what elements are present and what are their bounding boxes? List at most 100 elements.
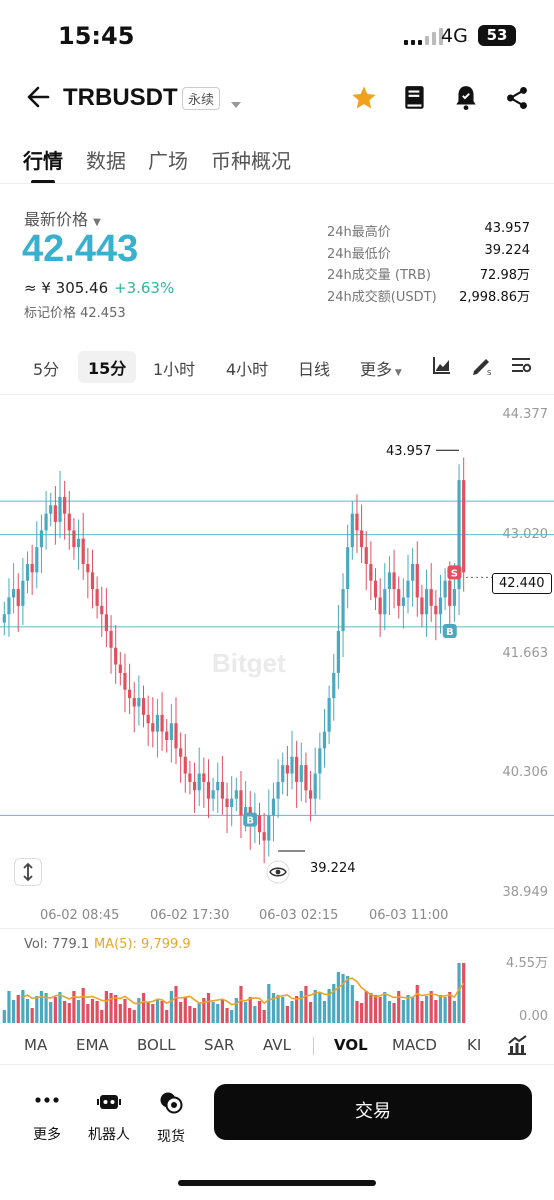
indicator-avl[interactable]: AVL [263, 1036, 291, 1054]
book-icon[interactable] [402, 84, 430, 112]
trade-button[interactable]: 交易 [214, 1084, 532, 1140]
volume-label: Vol: 779.1 [24, 937, 90, 952]
volume-bar [401, 1000, 405, 1023]
interval-15m[interactable]: 15分 [78, 351, 137, 383]
volume-bar [434, 1000, 438, 1023]
interval-5m[interactable]: 5分 [33, 360, 60, 379]
indicator-boll[interactable]: BOLL [137, 1036, 176, 1054]
marker-label: B [446, 627, 454, 638]
candle [295, 756, 299, 782]
volume-bar [424, 996, 429, 1023]
candle [220, 781, 224, 799]
tab-market[interactable]: 行情 [23, 149, 63, 173]
symbol-title[interactable]: TRBUSDT [63, 84, 178, 111]
volume-bar [95, 1001, 99, 1023]
candle [25, 563, 30, 581]
volume-bar [346, 976, 350, 1023]
tabs-divider [0, 183, 554, 184]
draw-tool-icon[interactable]: S [471, 354, 493, 380]
candle [118, 664, 122, 673]
volume-bar [81, 988, 85, 1023]
candle [132, 698, 136, 707]
tab-data[interactable]: 数据 [86, 149, 126, 173]
interval-1d[interactable]: 日线 [298, 360, 331, 379]
volume-tick: 0.00 [519, 1009, 548, 1024]
chevron-down-icon[interactable] [230, 94, 242, 113]
volume-bar [360, 1003, 364, 1023]
interval-more[interactable]: 更多 ▼ [360, 360, 402, 379]
star-icon[interactable] [350, 84, 378, 112]
indicator-vol[interactable]: VOL [334, 1036, 368, 1054]
candlestick-chart[interactable]: B B S [0, 395, 554, 900]
volume-bar [336, 972, 340, 1023]
interval-1h[interactable]: 1小时 [153, 360, 196, 379]
candle [234, 790, 238, 799]
candle [128, 689, 132, 699]
candle [30, 563, 34, 573]
share-icon[interactable] [504, 84, 532, 112]
more-button[interactable]: 更多 [20, 1090, 74, 1144]
candle [230, 798, 234, 808]
volume-bar [137, 998, 141, 1023]
change-percent: +3.63% [114, 279, 175, 297]
tab-coin-overview[interactable]: 币种概况 [211, 149, 291, 173]
volume-bar [392, 1003, 396, 1023]
volume-bar [220, 999, 224, 1023]
volume-bar [276, 995, 280, 1023]
candle [137, 698, 141, 707]
candle [206, 781, 211, 799]
back-arrow-icon[interactable] [24, 84, 50, 114]
candle [90, 572, 95, 590]
tab-square[interactable]: 广场 [148, 149, 188, 173]
candle [281, 765, 285, 782]
buy-marker [243, 812, 258, 827]
candle [95, 589, 99, 606]
candle [397, 589, 401, 606]
bell-alert-icon[interactable] [453, 84, 481, 112]
robot-button[interactable]: 机器人 [82, 1090, 136, 1144]
volume-bar [262, 1010, 266, 1023]
volume-ma-label: MA(5): 9,799.9 [94, 937, 191, 952]
candle [443, 580, 447, 598]
chart-top-divider [0, 394, 554, 395]
indicator-kdj[interactable]: KI [467, 1036, 482, 1054]
indicator-sar[interactable]: SAR [204, 1036, 235, 1054]
candle [239, 790, 243, 816]
candle [174, 723, 178, 749]
indicator-ema[interactable]: EMA [76, 1036, 109, 1054]
chart-type-icon[interactable] [432, 355, 452, 379]
signal-icon [404, 28, 443, 45]
y-tick: 41.663 [502, 646, 549, 661]
eye-icon[interactable] [266, 860, 290, 888]
volume-bar [2, 1010, 6, 1023]
volume-bar [21, 990, 25, 1023]
sell-marker [447, 565, 462, 580]
candle [267, 815, 271, 841]
last-price-label[interactable]: 最新价格 ▼ [24, 210, 101, 229]
stat-value-high: 43.957 [484, 221, 531, 236]
candle [285, 765, 289, 774]
volume-bar [16, 995, 20, 1023]
indicator-macd[interactable]: MACD [392, 1036, 437, 1054]
candle [462, 480, 466, 573]
indicator-ma[interactable]: MA [24, 1036, 48, 1054]
stat-label-volume: 24h成交量 (TRB) [327, 268, 431, 283]
chart-settings-icon[interactable] [510, 355, 532, 379]
candle [322, 731, 327, 749]
volume-bar [25, 999, 30, 1023]
volume-bar [378, 997, 382, 1023]
vertical-scale-icon[interactable] [14, 858, 42, 886]
candle [304, 765, 308, 791]
volume-bar [415, 985, 419, 1023]
indicator-settings-icon[interactable] [506, 1034, 528, 1060]
volume-bar [225, 1008, 229, 1023]
interval-4h[interactable]: 4小时 [226, 360, 269, 379]
candle [151, 723, 155, 732]
candle [72, 530, 76, 548]
volume-bar [109, 993, 113, 1023]
volume-bar [49, 1002, 53, 1023]
volume-bar [146, 1002, 150, 1023]
volume-bar [295, 996, 299, 1023]
spot-button[interactable]: 现货 [144, 1090, 198, 1146]
candle [2, 614, 6, 623]
